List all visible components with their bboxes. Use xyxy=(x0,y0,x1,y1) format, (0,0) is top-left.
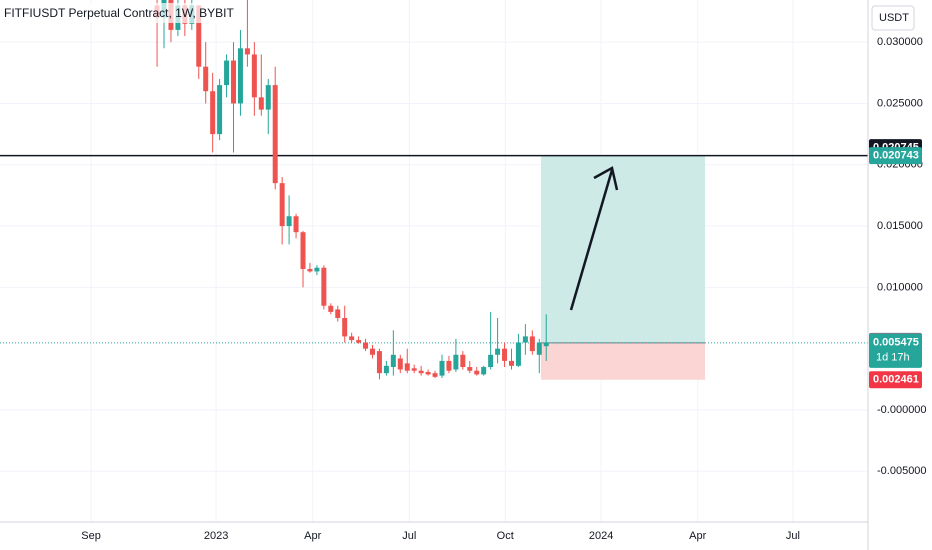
candle-body xyxy=(536,342,542,355)
candle-body xyxy=(356,340,362,343)
x-tick-label: Apr xyxy=(304,530,321,542)
price-label-bg xyxy=(869,147,922,165)
plot xyxy=(0,0,868,380)
candle-body xyxy=(425,371,431,375)
candle-body xyxy=(439,360,445,376)
candle-body xyxy=(307,268,313,272)
title-bg xyxy=(0,3,226,23)
candle-body xyxy=(210,91,216,135)
candle-body xyxy=(453,354,459,370)
candle-body xyxy=(293,216,299,233)
candle-body xyxy=(418,370,424,374)
currency-box[interactable] xyxy=(871,5,915,31)
candle-body xyxy=(397,358,403,370)
candle-body xyxy=(383,365,389,374)
candle-body xyxy=(286,216,292,227)
candle-body xyxy=(404,363,410,371)
x-axis-bg xyxy=(0,522,932,550)
candle-body xyxy=(515,342,521,366)
candle-body xyxy=(446,360,452,371)
candle-body xyxy=(196,5,202,67)
candle-body xyxy=(474,370,480,375)
y-tick-label: -0.000000 xyxy=(877,404,927,416)
candle-body xyxy=(460,354,466,368)
candle-body xyxy=(543,342,549,347)
candle-body xyxy=(495,348,501,355)
chart-title: FITFIUSDT Perpetual Contract, 1W, BYBIT xyxy=(4,6,235,20)
candle-body xyxy=(508,360,514,366)
x-tick-label: 2023 xyxy=(204,530,228,542)
countdown: 1d 17h xyxy=(876,352,910,364)
candle-body xyxy=(244,48,250,55)
candle-body xyxy=(265,85,271,110)
x-tick-label: 2024 xyxy=(589,530,613,542)
x-tick-label: Sep xyxy=(81,530,101,542)
candle-body xyxy=(342,318,348,337)
candle-body xyxy=(502,348,508,361)
candle-body xyxy=(314,267,320,272)
grid xyxy=(0,0,868,522)
x-tick-label: Jul xyxy=(786,530,800,542)
x-tick-label: Apr xyxy=(689,530,706,542)
y-tick-label: 0.030000 xyxy=(877,36,923,48)
arrow-head xyxy=(593,166,619,191)
candle-body xyxy=(251,54,257,98)
candle-body xyxy=(231,60,237,104)
candle-body xyxy=(522,336,528,343)
candle-body xyxy=(363,342,369,349)
y-tick-label: -0.005000 xyxy=(877,465,927,477)
candle-body xyxy=(369,348,375,355)
candle-body xyxy=(237,48,243,104)
profit-zone xyxy=(541,155,705,343)
arrow xyxy=(569,169,614,311)
x-tick-label: Oct xyxy=(497,530,514,542)
candle-body xyxy=(481,367,487,375)
price-label: 0.005475 xyxy=(873,337,919,349)
candle-body xyxy=(203,66,209,92)
candle-body xyxy=(328,305,334,312)
candle-body xyxy=(279,183,285,227)
candle-body xyxy=(529,336,535,352)
candle-body xyxy=(390,354,396,368)
candle-body xyxy=(488,354,494,368)
candle-body xyxy=(300,232,306,269)
price-label-bg xyxy=(869,333,922,368)
y-tick-label: 0.015000 xyxy=(877,220,923,232)
price-label: 0.002461 xyxy=(873,374,919,386)
price-label: 0.020743 xyxy=(873,150,919,162)
x-tick-label: Jul xyxy=(402,530,416,542)
candle-body xyxy=(432,373,438,377)
loss-zone xyxy=(541,342,705,380)
candle-body xyxy=(349,336,355,341)
axes: 0.0300000.0250000.0200000.0150000.010000… xyxy=(81,36,926,542)
candle-body xyxy=(376,351,382,374)
candle-body xyxy=(467,367,473,371)
candle-body xyxy=(321,267,327,306)
y-tick-label: 0.025000 xyxy=(877,97,923,109)
y-axis-bg xyxy=(868,0,932,550)
y-tick-label: 0.010000 xyxy=(877,281,923,293)
price-label-bg xyxy=(869,371,922,389)
candle-body xyxy=(272,85,278,184)
candle-body xyxy=(335,309,341,319)
candle-body xyxy=(411,368,417,371)
candle-body xyxy=(224,60,230,86)
candle-body xyxy=(217,85,223,135)
candle-body xyxy=(258,97,264,110)
currency[interactable]: USDT xyxy=(879,12,909,24)
